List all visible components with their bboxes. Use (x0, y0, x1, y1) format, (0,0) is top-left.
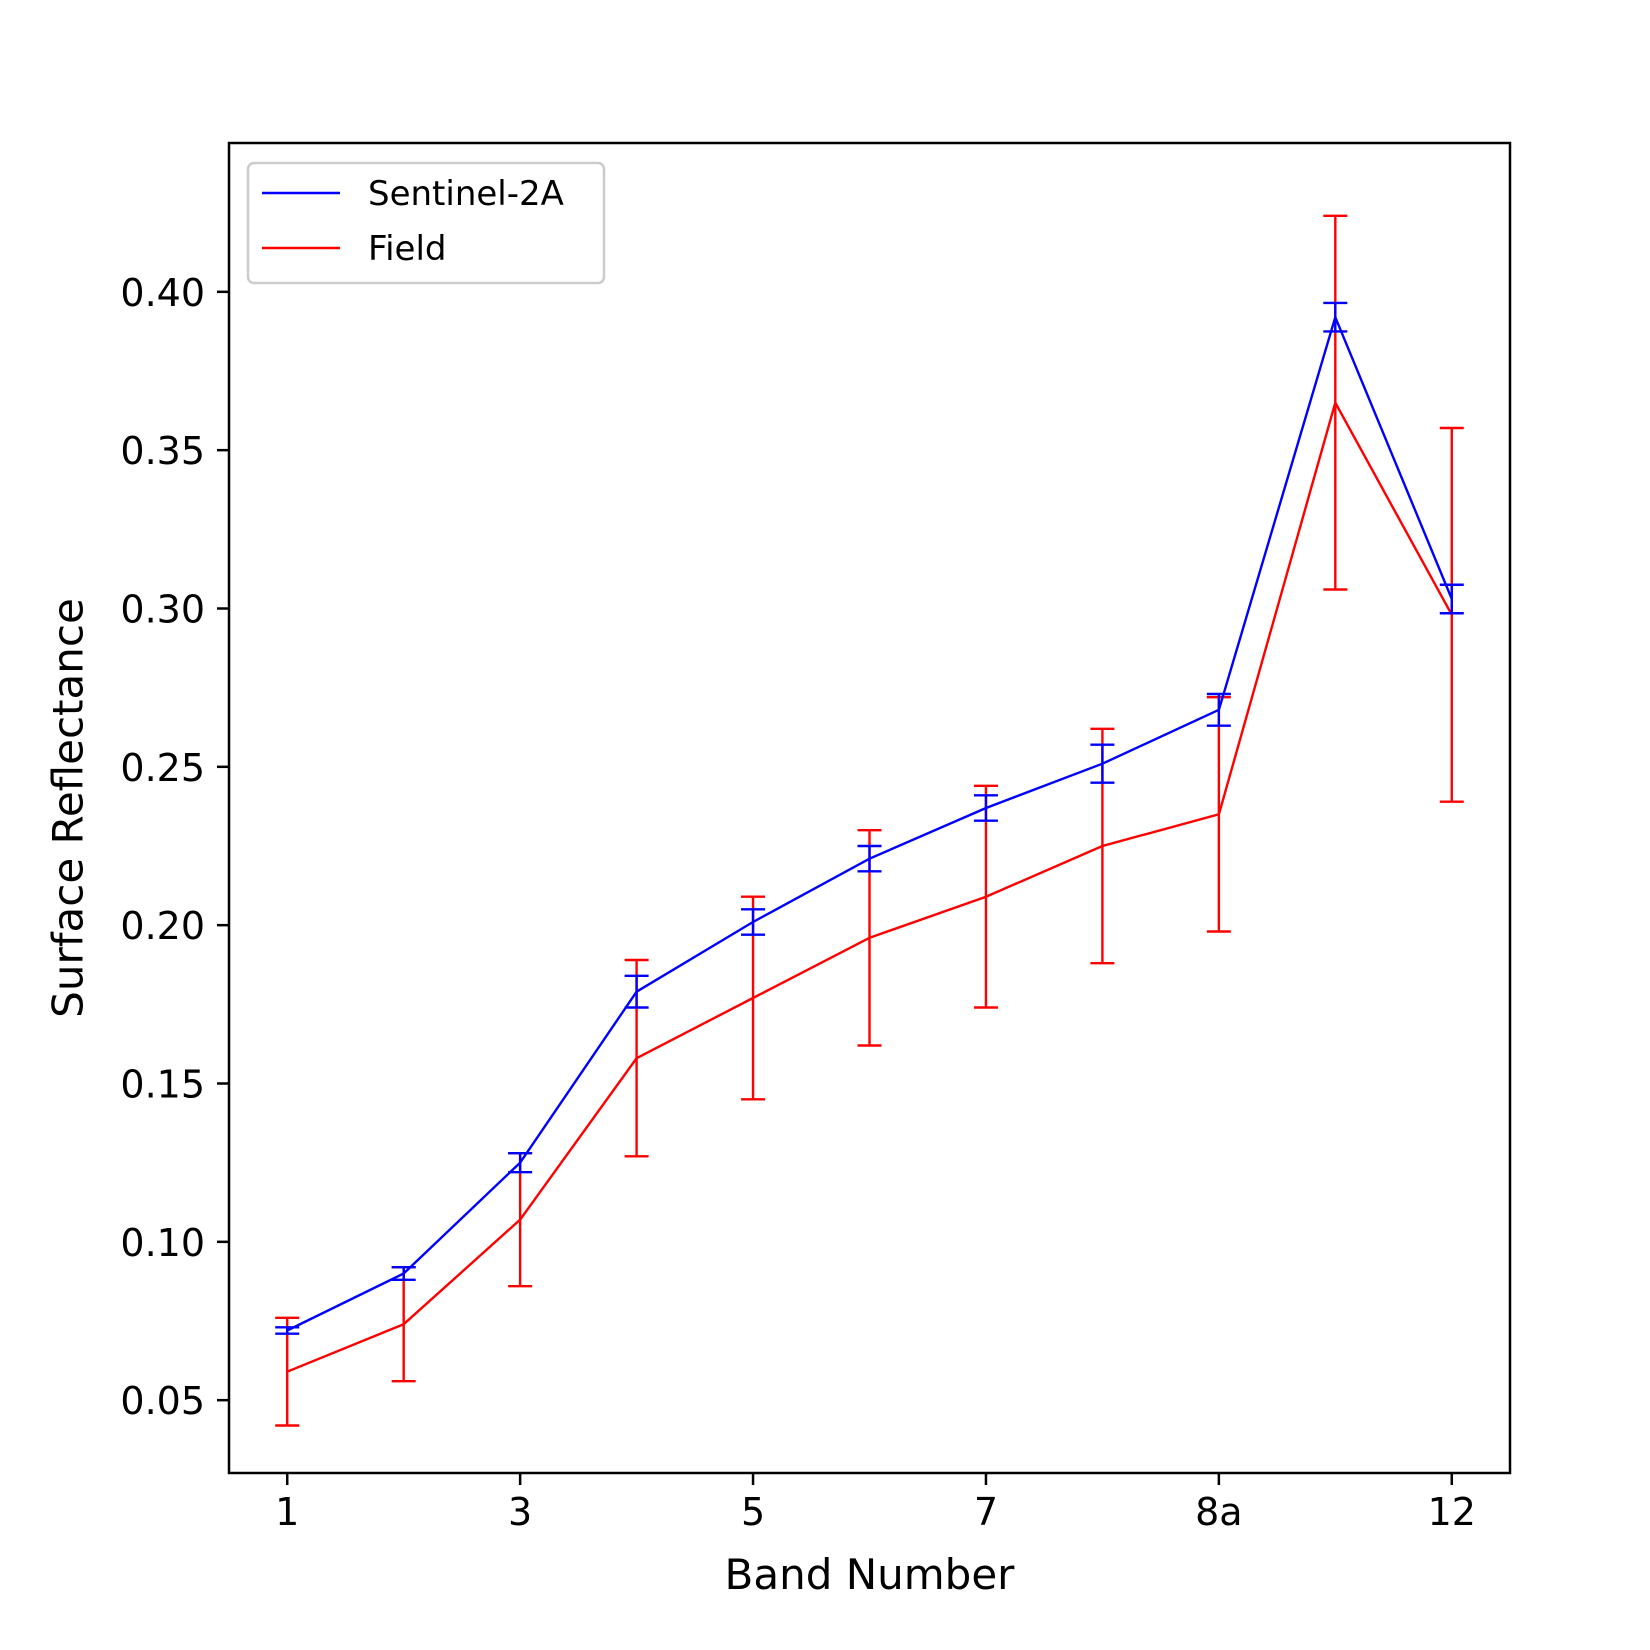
x-tick-label: 12 (1428, 1490, 1476, 1534)
x-tick-label: 3 (508, 1490, 532, 1534)
error-bar (508, 1151, 533, 1174)
error-bar (973, 784, 998, 1009)
legend: Sentinel-2A Field (246, 161, 606, 285)
x-tick-label: 5 (741, 1490, 765, 1534)
error-bar (275, 1316, 300, 1427)
error-bar (1090, 743, 1115, 784)
error-bar (275, 1326, 300, 1335)
legend-label: Sentinel-2A (368, 174, 564, 214)
y-tick-label: 0.30 (120, 588, 205, 632)
error-bar (624, 974, 649, 1009)
error-bar (973, 794, 998, 822)
x-axis-label: Band Number (725, 1550, 1016, 1599)
ticks-layer: 1 3 5 7 8a 12 0.05 0.10 0.15 0.20 0.25 0.30 0.35 0.40 (120, 271, 1476, 1534)
y-tick-label: 0.40 (120, 271, 205, 315)
series-layer (275, 214, 1464, 1427)
error-bar (1439, 583, 1464, 615)
x-tick-label: 1 (275, 1490, 299, 1534)
legend-label: Field (368, 229, 446, 269)
error-bar (1323, 214, 1348, 591)
y-tick-label: 0.35 (120, 429, 205, 473)
series-sentinel-2a (275, 301, 1464, 1335)
y-tick-label: 0.15 (120, 1063, 205, 1107)
error-bar (1439, 426, 1464, 803)
y-tick-label: 0.20 (120, 904, 205, 948)
error-bar (1323, 301, 1348, 333)
y-tick-label: 0.25 (120, 746, 205, 790)
x-tick-label: 8a (1195, 1490, 1242, 1534)
x-tick-label: 7 (974, 1490, 998, 1534)
y-axis-label: Surface Reflectance (44, 598, 93, 1018)
y-tick-label: 0.05 (120, 1379, 205, 1423)
error-bar (1206, 692, 1231, 727)
error-bar (391, 1265, 416, 1282)
error-bar (741, 908, 766, 936)
plot-frame (227, 141, 1512, 1475)
y-tick-label: 0.10 (120, 1221, 205, 1265)
error-bar (857, 844, 882, 873)
